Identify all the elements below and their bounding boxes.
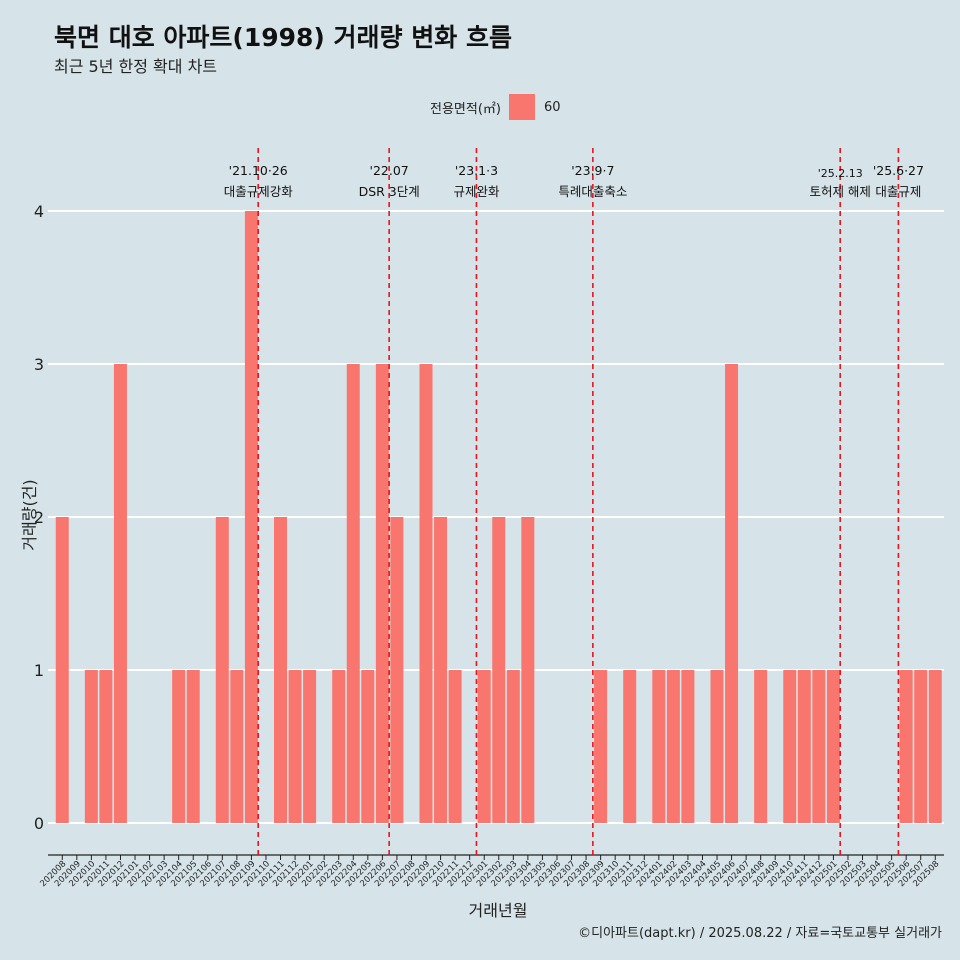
bar <box>812 670 826 823</box>
event-text-label: 규제완화 <box>453 184 500 199</box>
bar <box>99 670 113 823</box>
chart-title: 북면 대호 아파트(1998) 거래량 변화 흐름 <box>54 23 512 52</box>
bar <box>506 670 520 823</box>
bar <box>375 364 389 823</box>
bar <box>477 670 491 823</box>
bar <box>492 517 506 823</box>
source-caption: ©디아파트(dapt.kr) / 2025.08.22 / 자료=국토교통부 실… <box>578 926 942 941</box>
bar <box>681 670 695 823</box>
bar <box>725 364 739 823</box>
bar <box>710 670 724 823</box>
bar <box>84 670 98 823</box>
bar <box>521 517 535 823</box>
event-text-label: 대출규제강화 <box>224 184 294 199</box>
bar <box>113 364 127 823</box>
bar <box>434 517 448 823</box>
bar <box>783 670 797 823</box>
bar <box>448 670 462 823</box>
event-date-label: '25.6·27 <box>873 163 924 178</box>
bar <box>826 670 840 823</box>
legend-title: 전용면적(㎡) <box>430 101 501 117</box>
bar <box>172 670 186 823</box>
bar <box>652 670 666 823</box>
bar <box>55 517 69 823</box>
event-text-label: 토허제 해제 <box>809 184 870 199</box>
bar <box>594 670 608 823</box>
bar <box>215 517 229 823</box>
legend-swatch <box>508 94 535 120</box>
bar <box>914 670 928 823</box>
y-axis-label: 거래량(건) <box>20 479 39 551</box>
bar <box>332 670 346 823</box>
event-text-label: 특례대출축소 <box>558 184 627 199</box>
x-axis-label: 거래년월 <box>468 901 528 920</box>
y-tick-label: 2 <box>34 508 44 527</box>
y-tick-label: 3 <box>34 355 44 374</box>
event-date-label: '25.2.13 <box>818 167 863 180</box>
bar <box>346 364 360 823</box>
bar <box>288 670 302 823</box>
y-tick-label: 0 <box>34 814 44 833</box>
event-date-label: '23.9·7 <box>571 163 614 178</box>
bar <box>390 517 404 823</box>
bar <box>797 670 811 823</box>
event-text-label: 대출규제 <box>875 184 921 199</box>
bar <box>230 670 244 823</box>
event-date-label: '22.07 <box>370 163 409 178</box>
legend: 전용면적(㎡) 60 <box>430 94 561 120</box>
y-tick-label: 1 <box>34 661 44 680</box>
chart-subtitle: 최근 5년 한정 확대 차트 <box>54 57 218 76</box>
bar <box>303 670 317 823</box>
event-text-label: DSR 3단계 <box>359 184 420 199</box>
bar <box>186 670 200 823</box>
y-tick-label: 4 <box>34 202 44 221</box>
event-date-label: '21.10·26 <box>229 163 288 178</box>
bar <box>361 670 375 823</box>
bar <box>244 211 258 823</box>
legend-item-label: 60 <box>543 99 561 115</box>
bar <box>274 517 287 823</box>
bar <box>899 670 913 823</box>
bar <box>928 670 942 823</box>
bar <box>754 670 768 823</box>
bar <box>419 364 433 823</box>
bar <box>666 670 680 823</box>
bar <box>623 670 637 823</box>
event-date-label: '23.1·3 <box>455 163 498 178</box>
